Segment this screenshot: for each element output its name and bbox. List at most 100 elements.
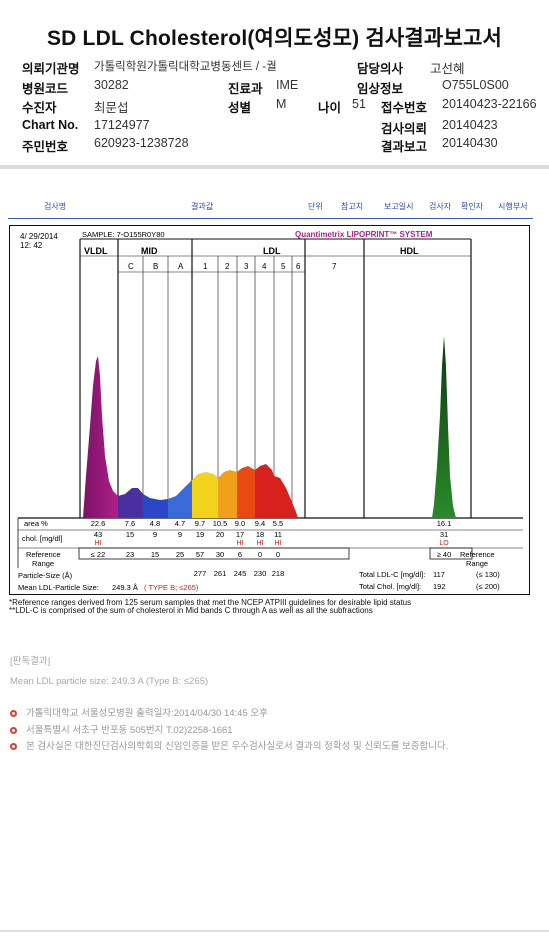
bullet-icon xyxy=(10,727,17,734)
total-chol-value: 192 xyxy=(433,582,446,591)
particle-value: 218 xyxy=(272,569,285,578)
area-value: 7.6 xyxy=(125,519,135,528)
receipt-value: 20140423-22166 xyxy=(442,97,537,111)
judgement-title: [판독결과] xyxy=(10,656,51,667)
patient-value: 최문섭 xyxy=(94,101,129,115)
chol-value: 15 xyxy=(126,530,134,539)
ref-value: 25 xyxy=(176,550,184,559)
col-confirmer: 확인자 xyxy=(461,202,484,211)
mid-a-area xyxy=(168,480,192,518)
ref-value: 23 xyxy=(126,550,134,559)
hospital-code-label: 병원코드 xyxy=(22,82,69,96)
area-value: 10.5 xyxy=(213,519,228,528)
col-result: 결과값 xyxy=(191,202,214,211)
area-value: 4.8 xyxy=(150,519,160,528)
ref-value: ≥ 40 xyxy=(437,550,452,559)
bullet-icon xyxy=(10,710,17,717)
report-date-label: 결과보고 xyxy=(381,140,428,154)
chol-value: 18 xyxy=(256,530,264,539)
area-value: 9.0 xyxy=(235,519,245,528)
band-label-2: 2 xyxy=(225,262,230,271)
mean-value: 249.3 Å xyxy=(112,583,138,592)
request-label: 검사의뢰 xyxy=(381,122,428,136)
particle-value: 245 xyxy=(234,569,247,578)
total-chol-label: Total Chol. [mg/dl]: xyxy=(359,582,421,591)
ref-label-2: Range xyxy=(32,559,54,568)
particle-value: 230 xyxy=(254,569,267,578)
ldl-1-area xyxy=(192,472,218,518)
column-header-bar: 검사명 결과값 단위 참고치 보고일시 검사자 확인자 시행부서 xyxy=(8,197,533,219)
chart-svg: 4/ 29/2014 12: 42 SAMPLE: 7-O155R0Y80 Qu… xyxy=(17,230,523,592)
region-vldl-label: VLDL xyxy=(84,246,108,256)
chart-no-label: Chart No. xyxy=(22,118,79,132)
area-value: 9.7 xyxy=(195,519,205,528)
bullet-icon xyxy=(10,743,17,750)
ref-value: ≤ 22 xyxy=(91,550,106,559)
hospital-code-value: 30282 xyxy=(94,78,129,92)
ref-value: 30 xyxy=(216,550,224,559)
age-label: 나이 xyxy=(318,101,342,115)
dept-label: 진료과 xyxy=(228,82,263,96)
chol-value: 31 xyxy=(440,530,448,539)
chol-label: chol. [mg/dl] xyxy=(22,534,62,543)
result-frame: 검사명 결과값 단위 참고치 보고일시 검사자 확인자 시행부서 xyxy=(8,197,533,617)
particle-value: 261 xyxy=(214,569,227,578)
ldl-2-area xyxy=(218,470,237,518)
request-value: 20140423 xyxy=(442,118,498,132)
note-1: *Reference ranges derived from 125 serum… xyxy=(9,598,412,607)
chart-brand: Quantimetrix LIPOPRINT™ SYSTEM xyxy=(295,230,433,239)
chol-flag: HI xyxy=(257,540,264,547)
hdl-area xyxy=(432,336,456,518)
region-mid-label: MID xyxy=(141,246,158,256)
col-department: 시행부서 xyxy=(498,202,528,211)
particle-label: Particle-Size (Å) xyxy=(18,571,73,580)
ldl-3-area xyxy=(237,466,255,518)
total-ldl-value: 117 xyxy=(433,570,445,579)
region-ldl-label: LDL xyxy=(263,246,281,256)
footer-line-3: 본 검사실은 대한진단검사의학회의 신임인증을 받은 우수검사실로서 결과의 정… xyxy=(10,738,448,752)
receipt-label: 접수번호 xyxy=(381,101,428,115)
col-tester: 검사자 xyxy=(429,202,452,211)
chol-value: 43 xyxy=(94,530,102,539)
chol-flag: HI xyxy=(275,540,282,547)
band-label-5: 5 xyxy=(281,262,286,271)
mean-type: ( TYPE B; ≤265) xyxy=(144,583,199,592)
ldl-4-area xyxy=(255,464,274,518)
chart-no-value: 17124977 xyxy=(94,118,150,132)
doctor-value: 고선혜 xyxy=(430,62,465,76)
band-label-b: B xyxy=(153,262,158,271)
page-bottom-rule xyxy=(0,930,549,932)
band-label-3: 3 xyxy=(244,262,249,271)
area-label: area % xyxy=(24,519,48,528)
age-value: 51 xyxy=(352,97,366,111)
mean-label: Mean LDL-Particle Size: xyxy=(18,583,99,592)
institution-label: 의뢰기관명 xyxy=(22,62,80,76)
band-label-a: A xyxy=(178,262,184,271)
chol-value: 9 xyxy=(178,530,182,539)
band-label-c: C xyxy=(128,262,134,271)
institution-value: 가톨릭학원가톨릭대학교병동센트 / -궐 xyxy=(94,61,277,73)
judgement-text: Mean LDL particle size: 249.3 A (Type B:… xyxy=(10,676,209,687)
particle-value: 277 xyxy=(194,569,207,578)
ref-right-2: Range xyxy=(466,559,488,568)
region-hdl-label: HDL xyxy=(400,246,419,256)
ref-label-1: Reference xyxy=(26,550,61,559)
ref-value: 15 xyxy=(151,550,159,559)
report-title: SD LDL Cholesterol(여의도성모) 검사결과보고서 xyxy=(46,27,503,50)
ref-value: 6 xyxy=(238,550,242,559)
ref-value: 0 xyxy=(276,550,280,559)
area-value: 9.4 xyxy=(255,519,265,528)
chol-value: 17 xyxy=(236,530,244,539)
chol-value: 20 xyxy=(216,530,224,539)
col-report-time: 보고일시 xyxy=(384,202,414,211)
chart-sample: SAMPLE: 7-O155R0Y80 xyxy=(82,230,165,239)
footer-line-2: 서울특별시 서초구 반포동 505번지 T.02)2258-1661 xyxy=(10,722,233,736)
area-value: 5.5 xyxy=(273,519,283,528)
clinical-value: O755L0S00 xyxy=(442,78,509,92)
band-label-4: 4 xyxy=(262,262,267,271)
rrn-label: 주민번호 xyxy=(22,140,69,154)
doctor-label: 담당의사 xyxy=(357,62,404,76)
band-label-1: 1 xyxy=(203,262,208,271)
ldl-5-area xyxy=(274,476,298,518)
total-ldl-ref: (≤ 130) xyxy=(476,570,500,579)
